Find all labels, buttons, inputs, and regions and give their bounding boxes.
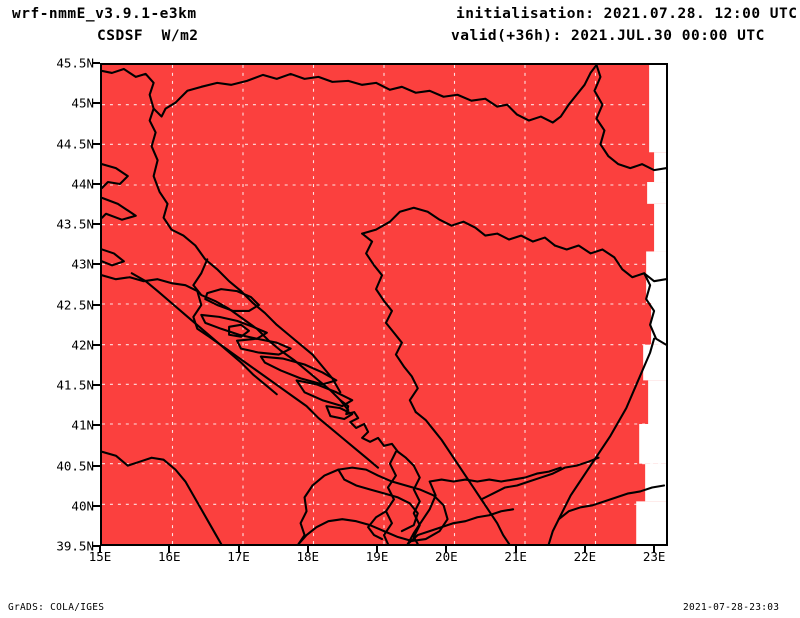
map-plot-area (100, 63, 668, 546)
x-tick-label: 21E (504, 549, 527, 564)
x-tick-mark (168, 546, 171, 553)
y-tick-mark (92, 384, 100, 386)
island-brac (235, 337, 292, 356)
x-tick-label: 18E (296, 549, 320, 564)
x-tick-mark (445, 546, 448, 553)
serbia-west-border (414, 411, 511, 544)
y-tick-mark (92, 62, 100, 64)
bosnia-herzegovina-border (361, 232, 419, 414)
x-tick-mark (237, 546, 240, 553)
x-tick-label: 19E (365, 549, 389, 564)
x-tick-mark (376, 546, 379, 553)
serbia-romania-border (593, 65, 666, 172)
albania-east-border (412, 464, 421, 544)
italy-gulf-of-taranto (297, 468, 419, 544)
y-tick-label: 43.5N (56, 216, 94, 232)
y-tick-label: 39.5N (56, 538, 94, 554)
y-tick-mark (92, 142, 100, 145)
y-tick-label: 43N (71, 256, 94, 272)
y-tick-mark (92, 182, 100, 185)
y-tick-label: 41N (71, 417, 94, 433)
x-tick-mark (583, 546, 586, 553)
y-tick-mark (92, 263, 100, 266)
initialisation-time: initialisation: 2021.07.28. 12:00 UTC (456, 6, 798, 22)
island-hvar (259, 355, 338, 386)
y-tick-mark (92, 343, 100, 346)
y-tick-label: 44N (71, 176, 94, 192)
greece-north-border (406, 508, 515, 544)
y-tick-mark (92, 303, 100, 306)
y-tick-label: 42N (71, 337, 94, 353)
greece-thrace-coast (557, 484, 666, 521)
map-canvas (102, 65, 666, 544)
x-tick-label: 20E (435, 549, 458, 564)
island-lastovo (325, 405, 354, 421)
model-title: wrf-nmmE_v3.9.1-e3km (12, 6, 197, 22)
y-tick-mark (92, 545, 100, 547)
x-tick-label: 15E (88, 549, 112, 564)
adriatic-coast-istria-dalmatia (102, 163, 278, 396)
island-dugi-otok (204, 288, 260, 312)
island-kornati (200, 313, 268, 340)
x-tick-mark (306, 546, 309, 553)
x-tick-label: 17E (227, 549, 250, 564)
italy-adriatic-coast (102, 274, 380, 469)
x-tick-label: 23E (642, 549, 666, 564)
y-tick-label: 41.5N (56, 377, 94, 393)
slovenia-croatia-north-border (102, 65, 598, 124)
y-tick-mark (92, 223, 100, 225)
x-tick-label: 16E (157, 549, 181, 564)
y-tick-label: 45N (71, 95, 94, 111)
italy-tyrrhenian-inland (102, 450, 223, 544)
island-korcula (295, 379, 354, 408)
north-macedonia-north-border (480, 456, 600, 501)
croatia-inland-border (148, 107, 342, 394)
y-tick-mark (92, 504, 100, 507)
y-tick-label: 40N (71, 498, 94, 514)
y-tick-mark (92, 102, 100, 105)
bulgaria-west-border (547, 337, 656, 544)
valid-time: valid(+36h): 2021.JUL.30 00:00 UTC (451, 28, 765, 44)
y-tick-mark (92, 464, 100, 467)
grads-credit: GrADS: COLA/IGES (8, 602, 105, 613)
y-tick-label: 40.5N (56, 458, 94, 473)
montenegro-coast-kotor (339, 399, 415, 467)
map-vector-layer (102, 65, 666, 544)
x-tick-mark (653, 546, 656, 553)
north-macedonia-south-border (406, 466, 562, 544)
x-tick-mark (99, 546, 101, 553)
gridlines (102, 65, 666, 544)
bosnia-north-east-border (361, 206, 556, 247)
albania-coast (367, 450, 397, 544)
y-tick-mark (92, 424, 100, 427)
italy-apulia-peninsula (297, 466, 449, 544)
x-tick-label: 22E (573, 549, 597, 564)
y-tick-label: 45.5N (56, 55, 94, 71)
island-vis (228, 323, 251, 338)
coastlines-and-borders (102, 65, 666, 544)
y-tick-label: 42.5N (56, 297, 94, 312)
y-tick-label: 44.5N (56, 136, 94, 151)
field-title: CSDSF W/m2 (97, 28, 199, 44)
x-tick-mark (514, 546, 517, 553)
render-timestamp: 2021-07-28-23:03 (683, 602, 780, 613)
serbia-east-border (553, 244, 666, 346)
